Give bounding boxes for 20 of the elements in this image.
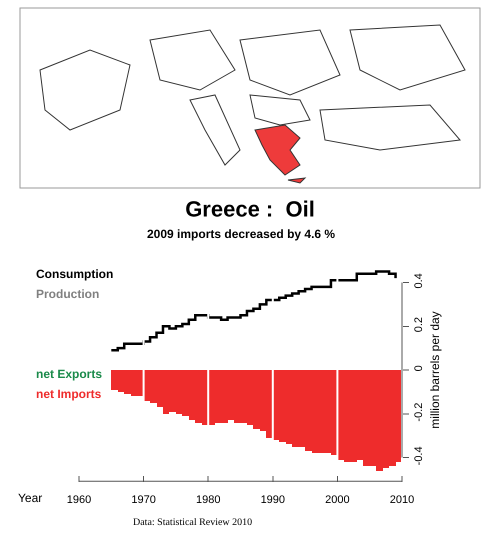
text: Consumption — [36, 267, 114, 281]
chart-title: Greece : Oil — [185, 196, 315, 222]
y-tick-label: 0 — [413, 365, 426, 372]
legend-label: Production — [36, 287, 100, 301]
series-label: net Imports — [36, 387, 102, 401]
x-tick-label: 1980 — [196, 494, 220, 506]
y-tick-label: -0.4 — [413, 446, 426, 466]
y-tick-label: -0.2 — [413, 402, 426, 422]
x-tick-label: 1970 — [131, 494, 156, 506]
y-tick-label: 0.4 — [413, 273, 426, 288]
x-tick-label: 2010 — [390, 494, 414, 506]
x-tick-label: 1960 — [66, 494, 92, 506]
y-axis-title: million barrels per day — [428, 311, 442, 429]
legend-label: net Exports — [36, 367, 102, 381]
text: Data: Statistical Review 2010 — [133, 517, 252, 528]
chart-subtitle: 2009 imports decreased by 4.6 % — [147, 227, 336, 241]
x-tick-label: 1990 — [260, 494, 286, 506]
x-axis-title: Year — [18, 491, 42, 505]
y-tick-label: 0.2 — [413, 316, 426, 332]
x-tick-label: 2000 — [325, 494, 350, 506]
